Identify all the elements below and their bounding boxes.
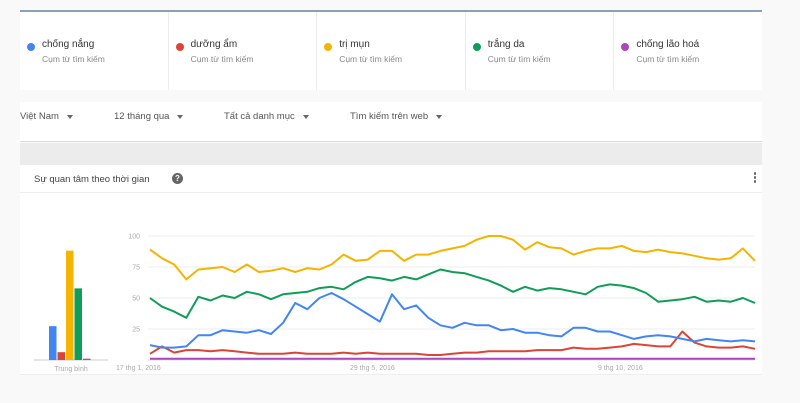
y-tick-label: 50: [132, 296, 140, 303]
term-trang-da[interactable]: trắng da Cụm từ tìm kiếm: [466, 12, 615, 90]
average-bar[interactable]: [83, 358, 91, 360]
series-color-dot-icon: [175, 43, 184, 51]
period-label: 12 tháng qua: [114, 111, 170, 122]
more-vert-icon[interactable]: [753, 172, 757, 186]
search-type-label: Tìm kiếm trên web: [350, 111, 429, 122]
series-color-dot-icon: [27, 43, 35, 51]
y-tick-label: 25: [132, 327, 140, 334]
interest-chart[interactable]: 25 50 75 100 17 thg 1, 2016 29 thg 5, 2016 9 t…: [20, 165, 762, 375]
term-type: Cụm từ tìm kiếm: [636, 54, 700, 64]
dropdown-caret-icon: [177, 114, 184, 119]
category-label: Tất cả danh mục: [224, 111, 295, 122]
series-line[interactable]: [149, 330, 756, 356]
period-dropdown[interactable]: 12 tháng qua: [114, 111, 184, 122]
x-tick-label: 17 thg 1, 2016: [116, 365, 161, 372]
x-tick-label: 29 thg 5, 2016: [350, 365, 395, 372]
series-line[interactable]: [149, 268, 756, 319]
term-type: Cụm từ tìm kiếm: [487, 54, 551, 64]
average-bar[interactable]: [66, 250, 74, 360]
filter-bar: Việt Nam 12 tháng qua Tất cả danh mục Tì…: [20, 102, 762, 142]
compare-terms-bar: chống nắng Cụm từ tìm kiếm dưỡng ẩm Cụm …: [20, 10, 762, 90]
term-chong-lao-hoa[interactable]: chống lão hoá Cụm từ tìm kiếm: [614, 12, 762, 90]
x-tick-label: 9 thg 10, 2016: [598, 365, 643, 372]
average-bar[interactable]: [74, 288, 83, 360]
y-tick-label: 100: [128, 234, 140, 241]
search-type-dropdown[interactable]: Tìm kiếm trên web: [350, 111, 443, 122]
interest-over-time-card: Sự quan tâm theo thời gian ? 25 50 75 100 17…: [20, 165, 762, 375]
y-tick-label: 75: [132, 265, 140, 272]
card-title: Sự quan tâm theo thời gian: [34, 174, 150, 185]
card-header: Sự quan tâm theo thời gian ?: [20, 165, 762, 193]
dropdown-caret-icon: [436, 114, 443, 119]
series-color-dot-icon: [472, 43, 481, 51]
series-color-dot-icon: [324, 43, 333, 51]
term-type: Cụm từ tìm kiếm: [339, 54, 403, 64]
average-bar[interactable]: [57, 352, 66, 360]
term-name: chống nắng: [42, 39, 95, 50]
term-tri-mun[interactable]: trị mụn Cụm từ tìm kiếm: [317, 12, 466, 90]
term-duong-am[interactable]: dưỡng ẩm Cụm từ tìm kiếm: [169, 12, 318, 90]
region-dropdown[interactable]: Việt Nam: [20, 111, 73, 122]
term-name: dưỡng ẩm: [190, 39, 238, 50]
region-label: Việt Nam: [20, 111, 59, 122]
series-line[interactable]: [149, 292, 756, 349]
term-name: chống lão hoá: [636, 39, 700, 50]
term-type: Cụm từ tìm kiếm: [190, 54, 254, 64]
category-dropdown[interactable]: Tất cả danh mục: [224, 111, 309, 122]
help-icon[interactable]: ?: [172, 173, 183, 184]
term-name: trị mụn: [339, 39, 370, 50]
term-chong-nang[interactable]: chống nắng Cụm từ tìm kiếm: [20, 12, 169, 90]
average-bar[interactable]: [49, 326, 57, 360]
series-color-dot-icon: [621, 43, 630, 51]
average-label: Trung bình: [54, 366, 88, 373]
term-type: Cụm từ tìm kiếm: [42, 54, 105, 64]
section-divider: [20, 143, 762, 165]
series-line[interactable]: [149, 235, 756, 281]
dropdown-caret-icon: [66, 114, 73, 119]
dropdown-caret-icon: [302, 114, 309, 119]
term-name: trắng da: [487, 39, 525, 50]
